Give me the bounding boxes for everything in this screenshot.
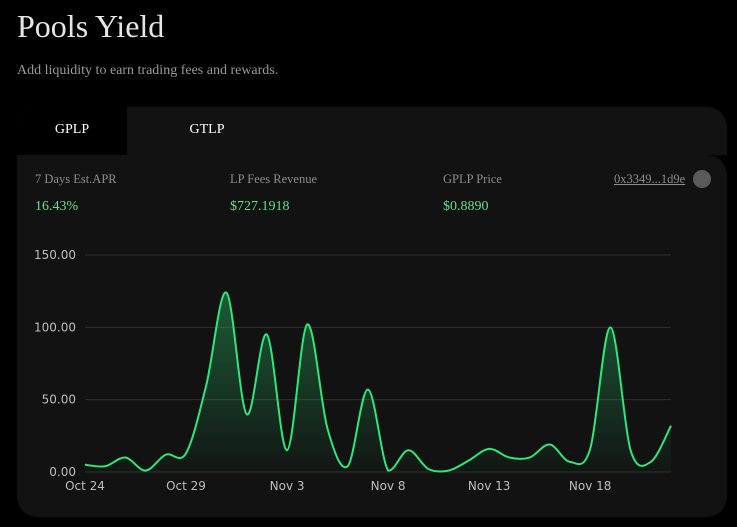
data-point — [487, 447, 491, 451]
data-point — [184, 451, 188, 455]
price-value: $0.8890 — [443, 199, 489, 214]
data-point — [588, 447, 592, 451]
chart-series — [83, 291, 673, 473]
x-tick-label: Oct 24 — [65, 479, 105, 493]
data-point — [427, 467, 431, 471]
data-point — [629, 448, 633, 452]
token-circle-icon — [693, 170, 711, 188]
data-point — [386, 469, 390, 473]
data-point — [164, 453, 168, 457]
data-point — [204, 383, 208, 387]
data-point — [669, 424, 673, 428]
data-point — [507, 456, 511, 460]
x-tick-label: Nov 3 — [270, 479, 305, 493]
contract-address-link[interactable]: 0x3349...1d9e — [614, 172, 686, 186]
series-area — [85, 292, 671, 472]
apr-value: 16.43% — [35, 199, 79, 214]
x-axis: Oct 24 Oct 29 Nov 3 Nov 8 Nov 13 Nov 18 — [65, 479, 611, 493]
data-point — [467, 458, 471, 462]
data-point — [447, 469, 451, 473]
page-title: Pools Yield — [17, 8, 165, 44]
x-tick-label: Oct 29 — [166, 479, 206, 493]
y-tick-label: 50.00 — [42, 393, 76, 407]
data-point — [103, 464, 107, 468]
tab-gplp[interactable]: GPLP — [17, 107, 127, 155]
y-tick-label: 150.00 — [34, 248, 76, 262]
y-axis: 0.00 50.00 100.00 150.00 — [34, 248, 76, 479]
tab-gtlp[interactable]: GTLP — [189, 122, 225, 137]
data-point — [608, 325, 612, 329]
y-tick-label: 100.00 — [34, 320, 76, 334]
fees-label: LP Fees Revenue — [230, 172, 318, 186]
data-point — [366, 388, 370, 392]
apr-label: 7 Days Est.APR — [35, 172, 117, 186]
x-tick-label: Nov 18 — [569, 479, 612, 493]
page-subtitle: Add liquidity to earn trading fees and r… — [17, 63, 279, 78]
x-tick-label: Nov 13 — [468, 479, 511, 493]
x-tick-label: Nov 8 — [371, 479, 406, 493]
data-point — [123, 456, 127, 460]
data-point — [265, 333, 269, 337]
data-point — [568, 460, 572, 464]
data-point — [325, 427, 329, 431]
data-point — [285, 448, 289, 452]
y-tick-label: 0.00 — [49, 465, 76, 479]
pool-tabs: GPLP GTLP — [17, 107, 727, 155]
data-point — [305, 322, 309, 326]
data-point — [548, 443, 552, 447]
data-point — [528, 456, 532, 460]
data-point — [406, 448, 410, 452]
data-point — [224, 291, 228, 295]
data-point — [83, 463, 87, 467]
data-point — [346, 464, 350, 468]
fees-value: $727.1918 — [230, 199, 290, 214]
series-line — [84, 291, 672, 473]
data-point — [144, 469, 148, 473]
price-label: GPLP Price — [443, 172, 502, 186]
data-point — [245, 412, 249, 416]
data-point — [649, 460, 653, 464]
